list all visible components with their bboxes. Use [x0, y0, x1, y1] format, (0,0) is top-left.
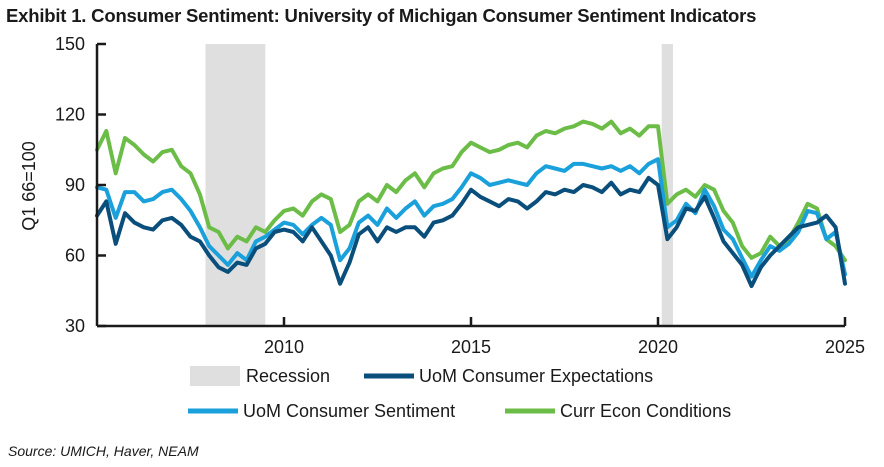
legend-label-recession: Recession	[246, 366, 330, 386]
y-axis-label: Q1 66=100	[19, 141, 39, 231]
series-line-conditions	[95, 119, 847, 263]
y-tick-label: 30	[65, 316, 85, 336]
x-tick-label: 2020	[638, 337, 678, 357]
legend-swatch-recession	[190, 366, 240, 386]
chart-title: Exhibit 1. Consumer Sentiment: Universit…	[6, 5, 757, 26]
y-tick-label: 90	[65, 175, 85, 195]
series-lines	[95, 119, 847, 289]
y-tick-label: 120	[55, 105, 85, 125]
y-tick-label: 150	[55, 34, 85, 54]
y-tick-label: 60	[65, 246, 85, 266]
x-tick-label: 2025	[825, 337, 865, 357]
series-line-sentiment	[95, 157, 847, 279]
legend: Recession UoM Consumer Expectations UoM …	[188, 366, 731, 421]
recession-bands	[205, 44, 673, 326]
legend-label-sentiment: UoM Consumer Sentiment	[243, 401, 455, 421]
source-note: Source: UMICH, Haver, NEAM	[8, 443, 199, 459]
legend-label-conditions: Curr Econ Conditions	[560, 401, 731, 421]
x-tick-label: 2010	[264, 337, 304, 357]
recession-band-1	[205, 44, 266, 326]
x-tick-label: 2015	[451, 337, 491, 357]
recession-band-2	[661, 44, 673, 326]
series-line-expectations	[95, 175, 847, 289]
ticks: 30 60 90 120 150 2010 2015 2020 2025	[55, 34, 865, 357]
legend-label-expectations: UoM Consumer Expectations	[419, 366, 653, 386]
